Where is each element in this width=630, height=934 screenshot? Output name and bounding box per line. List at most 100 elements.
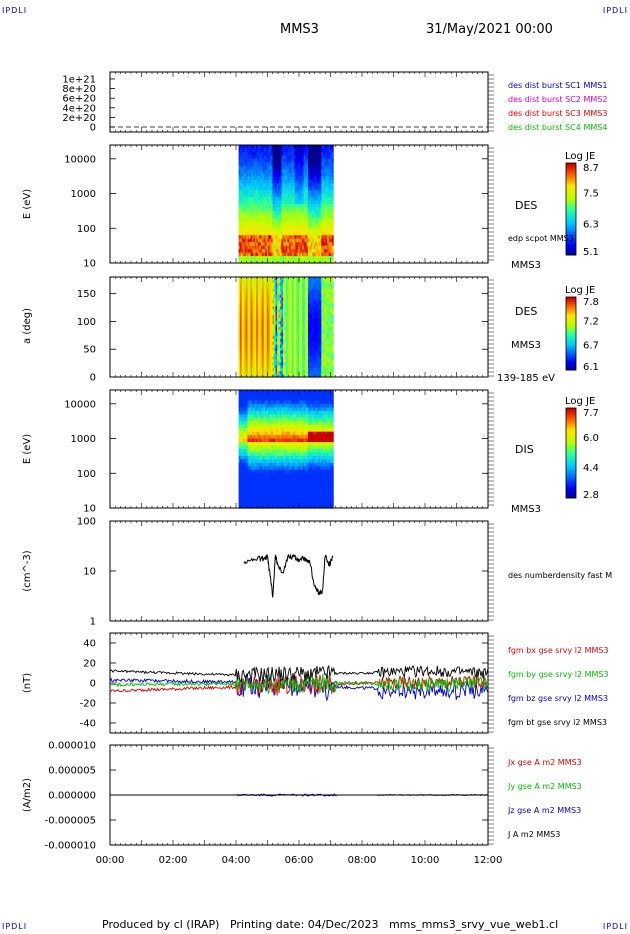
panel-1-cell (250, 179, 253, 184)
panel-2-cell (330, 347, 333, 352)
panel-1-cell (254, 238, 257, 243)
panel-1-cell (285, 165, 288, 170)
panel-1-cell (331, 176, 334, 181)
panel-1-cell (303, 197, 306, 202)
panel-2-cell (263, 300, 266, 305)
panel-2-cell (257, 362, 260, 366)
panel-2-cell (271, 353, 274, 358)
panel-1-cell (315, 179, 318, 184)
panel-2-cell (319, 371, 322, 375)
panel-1-cell (328, 231, 331, 236)
panel-2-colorbar-cell (566, 348, 576, 351)
panel-2-cell (331, 356, 334, 360)
panel-1-cell (324, 197, 327, 202)
panel-2-cell (275, 327, 278, 331)
panel-1-cell (321, 221, 324, 226)
panel-2-cell (302, 315, 305, 319)
panel-2-cell (284, 335, 287, 340)
panel-2-cell (324, 321, 327, 325)
panel-2-cell (331, 291, 334, 296)
panel-1-cell (330, 151, 333, 157)
panel-1-cell (282, 204, 285, 209)
panel-2-cell (256, 279, 259, 284)
panel-1-cell (243, 249, 246, 254)
panel-1-cell (277, 228, 280, 233)
panel-1-cell (262, 190, 265, 195)
panel-2-cell (312, 306, 315, 310)
panel-2-cell (327, 327, 330, 331)
panel-2-cell (247, 318, 250, 322)
panel-1-cell (281, 176, 284, 181)
panel-1-cell (251, 224, 254, 229)
panel-1-cell (278, 242, 281, 247)
panel-1-colorbar-tick: 7.5 (583, 189, 599, 200)
panel-1-cell (321, 197, 324, 202)
panel-1-cell (238, 224, 241, 229)
panel-1-cell (331, 224, 334, 229)
panel-1-cell (300, 183, 303, 188)
panel-1-cell (303, 210, 306, 216)
panel-2-cell (263, 374, 266, 378)
panel-1-cell (271, 155, 274, 160)
panel-2-cell (281, 335, 284, 340)
panel-2-cell (293, 324, 296, 328)
panel-1-cell (256, 242, 259, 247)
panel-1-cell (263, 169, 266, 174)
panel-2-cell (303, 297, 306, 302)
panel-2-colorbar-cell (566, 364, 576, 367)
panel-1-cell (318, 193, 321, 198)
panel-2-cell (251, 347, 254, 352)
panel-1-cell (300, 214, 303, 219)
panel-2-cell (306, 279, 309, 284)
panel-2-cell (254, 277, 257, 281)
panel-2-cell (291, 288, 294, 293)
panel-2-cell (306, 327, 309, 331)
panel-1-cell (244, 214, 247, 219)
panel-2-cell (299, 300, 302, 305)
panel-1-cell (315, 214, 318, 219)
panel-2-cell (312, 347, 315, 352)
panel-1-cell (254, 193, 257, 198)
panel-2-cell (244, 374, 247, 378)
panel-2-cell (247, 277, 250, 281)
panel-1-cell (285, 179, 288, 184)
panel-0-legend-0: des dist burst SC1 MMS1 (508, 81, 607, 90)
panel-1-cell (284, 148, 287, 153)
panel-2-cell (331, 371, 334, 375)
panel-2-cell (310, 309, 314, 313)
panel-1-cell (278, 145, 281, 150)
panel-1-cell (313, 217, 317, 222)
panel-2-cell (287, 294, 290, 299)
panel-1-cell (269, 207, 272, 212)
panel-1-cell (262, 186, 265, 191)
panel-1-cell (262, 221, 265, 226)
panel-1-cell (268, 256, 271, 261)
panel-2-cell (316, 350, 319, 355)
panel-2-cell (285, 297, 288, 302)
panel-1-cell (308, 148, 311, 153)
panel-2-cell (254, 335, 257, 340)
panel-1-cell (251, 207, 254, 212)
panel-1-cell (300, 259, 303, 264)
panel-1-cell (284, 172, 287, 177)
panel-2-cell (300, 297, 303, 302)
panel-1-cell (241, 245, 244, 250)
panel-2-cell (287, 318, 290, 322)
panel-2-cell (253, 279, 256, 284)
panel-1-cell (293, 228, 296, 233)
panel-1-cell (265, 186, 268, 191)
panel-2-cell (257, 303, 260, 308)
panel-1-cell (325, 242, 328, 247)
panel-2-cell (328, 297, 331, 302)
panel-1-cell (322, 256, 325, 261)
panel-1-cell (277, 235, 280, 240)
panel-1-cell (316, 183, 319, 188)
panel-2-cell (274, 338, 277, 343)
panel-2-cell (281, 285, 284, 290)
panel-2-cell (308, 332, 311, 337)
panel-1-cell (293, 238, 296, 243)
panel-1-cell (269, 242, 272, 247)
panel-2-cell (312, 303, 315, 308)
panel-2-cell (272, 347, 275, 352)
panel-1-cell (312, 190, 315, 195)
